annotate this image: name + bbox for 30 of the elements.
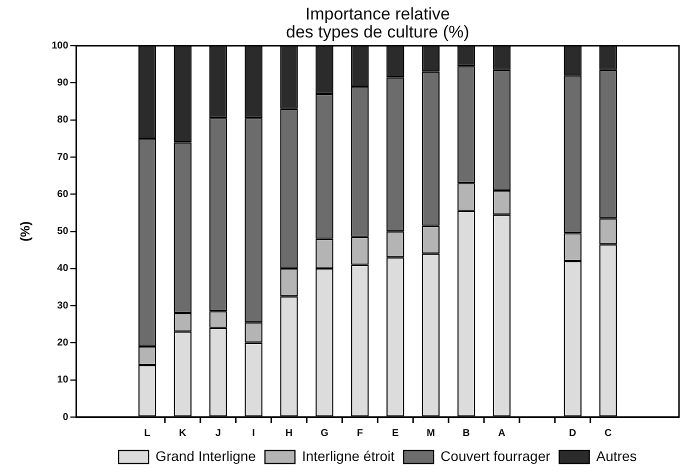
x-tick-label: D [569, 428, 576, 439]
x-tick-label: E [392, 428, 400, 439]
x-tick-label: B [462, 428, 470, 439]
y-tick-label: 70 [57, 152, 69, 163]
y-axis-title: (%) [17, 221, 32, 242]
y-tick-label: 60 [57, 188, 69, 200]
x-tick-label: H [285, 428, 293, 439]
y-tick-label: 80 [57, 114, 69, 126]
x-tick-label: M [426, 428, 435, 439]
x-tick-label: K [179, 428, 188, 439]
y-tick-label: 100 [52, 40, 69, 52]
x-tick-label: J [215, 428, 221, 439]
x-tick-label: L [144, 428, 150, 439]
legend-label: Interligne étroit [302, 448, 395, 464]
y-tick-label: 50 [57, 226, 69, 238]
legend-label: Couvert fourrager [440, 448, 551, 464]
y-tick-label: 90 [57, 78, 69, 89]
x-tick-label: F [356, 428, 363, 439]
y-tick-label: 30 [57, 300, 69, 312]
y-tick-label: 20 [57, 337, 69, 348]
x-tick-label: I [252, 428, 256, 439]
y-tick-label: 40 [57, 263, 69, 274]
chart-title: Importance relative des types de culture (%) [286, 4, 470, 42]
x-tick-label: C [604, 428, 612, 439]
legend-label: Grand Interligne [156, 448, 256, 464]
y-tick-label: 10 [57, 374, 69, 386]
x-tick-label: G [320, 428, 329, 439]
legend-label: Autres [596, 448, 637, 464]
y-tick-label: 0 [62, 412, 69, 423]
x-tick-label: A [498, 428, 506, 439]
